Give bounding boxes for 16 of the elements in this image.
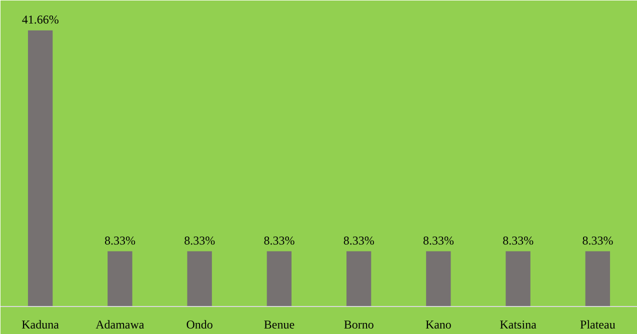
data-label: 8.33%	[582, 233, 614, 248]
data-label: 8.33%	[422, 233, 454, 248]
x-tick-label: Kano	[425, 318, 452, 332]
x-tick-label: Plateau	[580, 318, 616, 332]
x-tick-label: Katsina	[500, 318, 538, 332]
data-label: 8.33%	[104, 233, 136, 248]
x-tick-label: Kaduna	[22, 318, 60, 332]
x-tick-label: Ondo	[186, 318, 213, 332]
data-label: 8.33%	[264, 233, 295, 248]
x-tick-label: Adamawa	[96, 318, 145, 332]
data-label: 8.33%	[184, 233, 216, 248]
x-tick-label: Borno	[344, 318, 374, 332]
data-label: 8.33%	[502, 233, 534, 248]
x-tick-label: Benue	[264, 318, 295, 332]
data-label: 41.66%	[22, 12, 59, 26]
data-label: 8.33%	[343, 233, 374, 248]
